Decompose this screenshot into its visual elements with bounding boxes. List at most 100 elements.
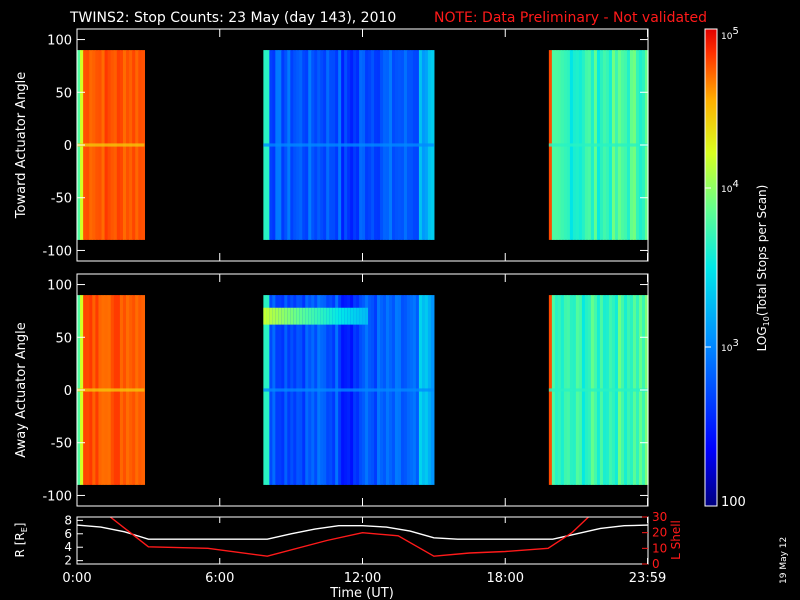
heatmap-center-line bbox=[263, 388, 434, 392]
colorbar-label: LOG10(Total Stops per Scan) bbox=[755, 185, 771, 352]
colorbar-gradient bbox=[705, 29, 717, 506]
x-tick-label: 18:00 bbox=[487, 571, 524, 586]
r-tick-label: 4 bbox=[64, 540, 72, 554]
heatmap-cell bbox=[293, 307, 297, 325]
lshell-tick-label: 10 bbox=[652, 541, 667, 555]
heatmap-cell bbox=[365, 307, 369, 325]
orbit-lines bbox=[76, 516, 649, 557]
x-tick-label: 12:00 bbox=[344, 571, 381, 586]
lshell-tick-label: 0 bbox=[652, 557, 660, 571]
heatmap-cell bbox=[296, 307, 300, 325]
heatmap-cell bbox=[353, 307, 357, 325]
colorbar-tick-base: 10 bbox=[721, 32, 733, 42]
away-heatmap-panel: 100 50 0 -50 -100 Away Actuator Angle bbox=[14, 273, 649, 507]
heatmap-cell bbox=[317, 307, 321, 325]
heatmap-block bbox=[548, 295, 649, 485]
r-tick-label: 6 bbox=[64, 527, 72, 541]
y-tick-label: -50 bbox=[51, 192, 72, 207]
x-tick-label: 23:59 bbox=[629, 571, 666, 586]
r-tick-label: 8 bbox=[64, 513, 72, 527]
heatmap-cell bbox=[278, 307, 282, 325]
heatmap-cell bbox=[323, 307, 327, 325]
away-axis-ticks: 100 50 0 -50 -100 bbox=[42, 274, 649, 506]
heatmap-cell bbox=[350, 307, 354, 325]
heatmap-center-line bbox=[548, 388, 648, 392]
heatmap-cell bbox=[347, 307, 351, 325]
y-tick-label: 50 bbox=[55, 331, 72, 346]
heatmap-cell bbox=[314, 307, 318, 325]
heatmap-cell bbox=[287, 307, 291, 325]
toward-axis-ticks: 100 50 0 -50 -100 bbox=[42, 29, 649, 261]
heatmap-cell bbox=[335, 307, 339, 325]
away-heatmap-data bbox=[77, 295, 649, 485]
y-tick-label: 50 bbox=[55, 86, 72, 101]
heatmap-block bbox=[263, 50, 435, 240]
l-shell-line bbox=[109, 516, 589, 557]
y-tick-label: 100 bbox=[47, 34, 72, 49]
heatmap-cell bbox=[311, 307, 315, 325]
heatmap-cell bbox=[299, 307, 303, 325]
heatmap-cell bbox=[356, 307, 360, 325]
heatmap-block bbox=[77, 50, 146, 240]
y-tick-label: -100 bbox=[42, 244, 72, 259]
colorbar-tick-label: 105 bbox=[721, 26, 739, 42]
heatmap-center-line bbox=[263, 143, 434, 147]
date-stamp: 19 May 12 bbox=[779, 537, 789, 584]
heatmap-cell bbox=[266, 307, 270, 325]
colorbar-tick-base: 100 bbox=[721, 495, 746, 510]
x-tick-label: 6:00 bbox=[205, 571, 234, 586]
lshell-axis-label: L Shell bbox=[669, 520, 683, 560]
heatmap-cell bbox=[338, 307, 342, 325]
lshell-tick-label: 20 bbox=[652, 526, 667, 540]
heatmap-cell bbox=[290, 307, 294, 325]
colorbar-tick-label: 104 bbox=[721, 179, 739, 195]
r-axis-label: R [RE] bbox=[13, 523, 29, 558]
heatmap-cell bbox=[269, 307, 273, 325]
r-distance-line bbox=[76, 524, 649, 540]
heatmap-block bbox=[263, 295, 435, 485]
heatmap-center-line bbox=[77, 143, 145, 147]
heatmap-cell bbox=[332, 307, 336, 325]
heatmap-cell bbox=[284, 307, 288, 325]
heatmap-cell bbox=[359, 307, 363, 325]
heatmap-cell bbox=[263, 307, 267, 325]
x-axis-label: Time (UT) bbox=[329, 586, 394, 600]
heatmap-cell bbox=[272, 307, 276, 325]
colorbar-tick-exponent: 4 bbox=[732, 179, 738, 190]
colorbar-tick-base: 10 bbox=[721, 185, 733, 195]
heatmap-cell bbox=[320, 307, 324, 325]
y-tick-label: 0 bbox=[64, 139, 72, 154]
heatmap-center-line bbox=[548, 143, 648, 147]
toward-heatmap-data bbox=[77, 50, 649, 240]
heatmap-cell bbox=[326, 307, 330, 325]
heatmap-cell bbox=[275, 307, 279, 325]
y-tick-label: 0 bbox=[64, 384, 72, 399]
colorbar-tick-label: 103 bbox=[721, 338, 739, 354]
colorbar-tick-base: 10 bbox=[721, 344, 733, 354]
heatmap-cell bbox=[362, 307, 366, 325]
colorbar-tick-exponent: 5 bbox=[732, 26, 738, 37]
y-tick-label: 100 bbox=[47, 279, 72, 294]
r-tick-label: 2 bbox=[64, 554, 72, 568]
heatmap-block bbox=[548, 50, 649, 240]
colorbar-tick-exponent: 3 bbox=[732, 338, 738, 349]
heatmap-cell bbox=[329, 307, 333, 325]
heatmap-cell bbox=[281, 307, 285, 325]
heatmap-cell bbox=[344, 307, 348, 325]
toward-y-axis-label: Toward Actuator Angle bbox=[14, 72, 29, 219]
away-y-axis-label: Away Actuator Angle bbox=[14, 322, 29, 457]
heatmap-cell bbox=[341, 307, 345, 325]
heatmap-center-line bbox=[77, 388, 145, 392]
y-tick-label: -50 bbox=[51, 437, 72, 452]
preliminary-note: NOTE: Data Preliminary - Not validated bbox=[434, 10, 707, 26]
colorbar-tick-label: 100 bbox=[721, 495, 746, 510]
lshell-tick-label: 30 bbox=[652, 510, 667, 524]
heatmap-cell bbox=[305, 307, 309, 325]
heatmap-block bbox=[77, 295, 146, 485]
heatmap-cell bbox=[308, 307, 312, 325]
